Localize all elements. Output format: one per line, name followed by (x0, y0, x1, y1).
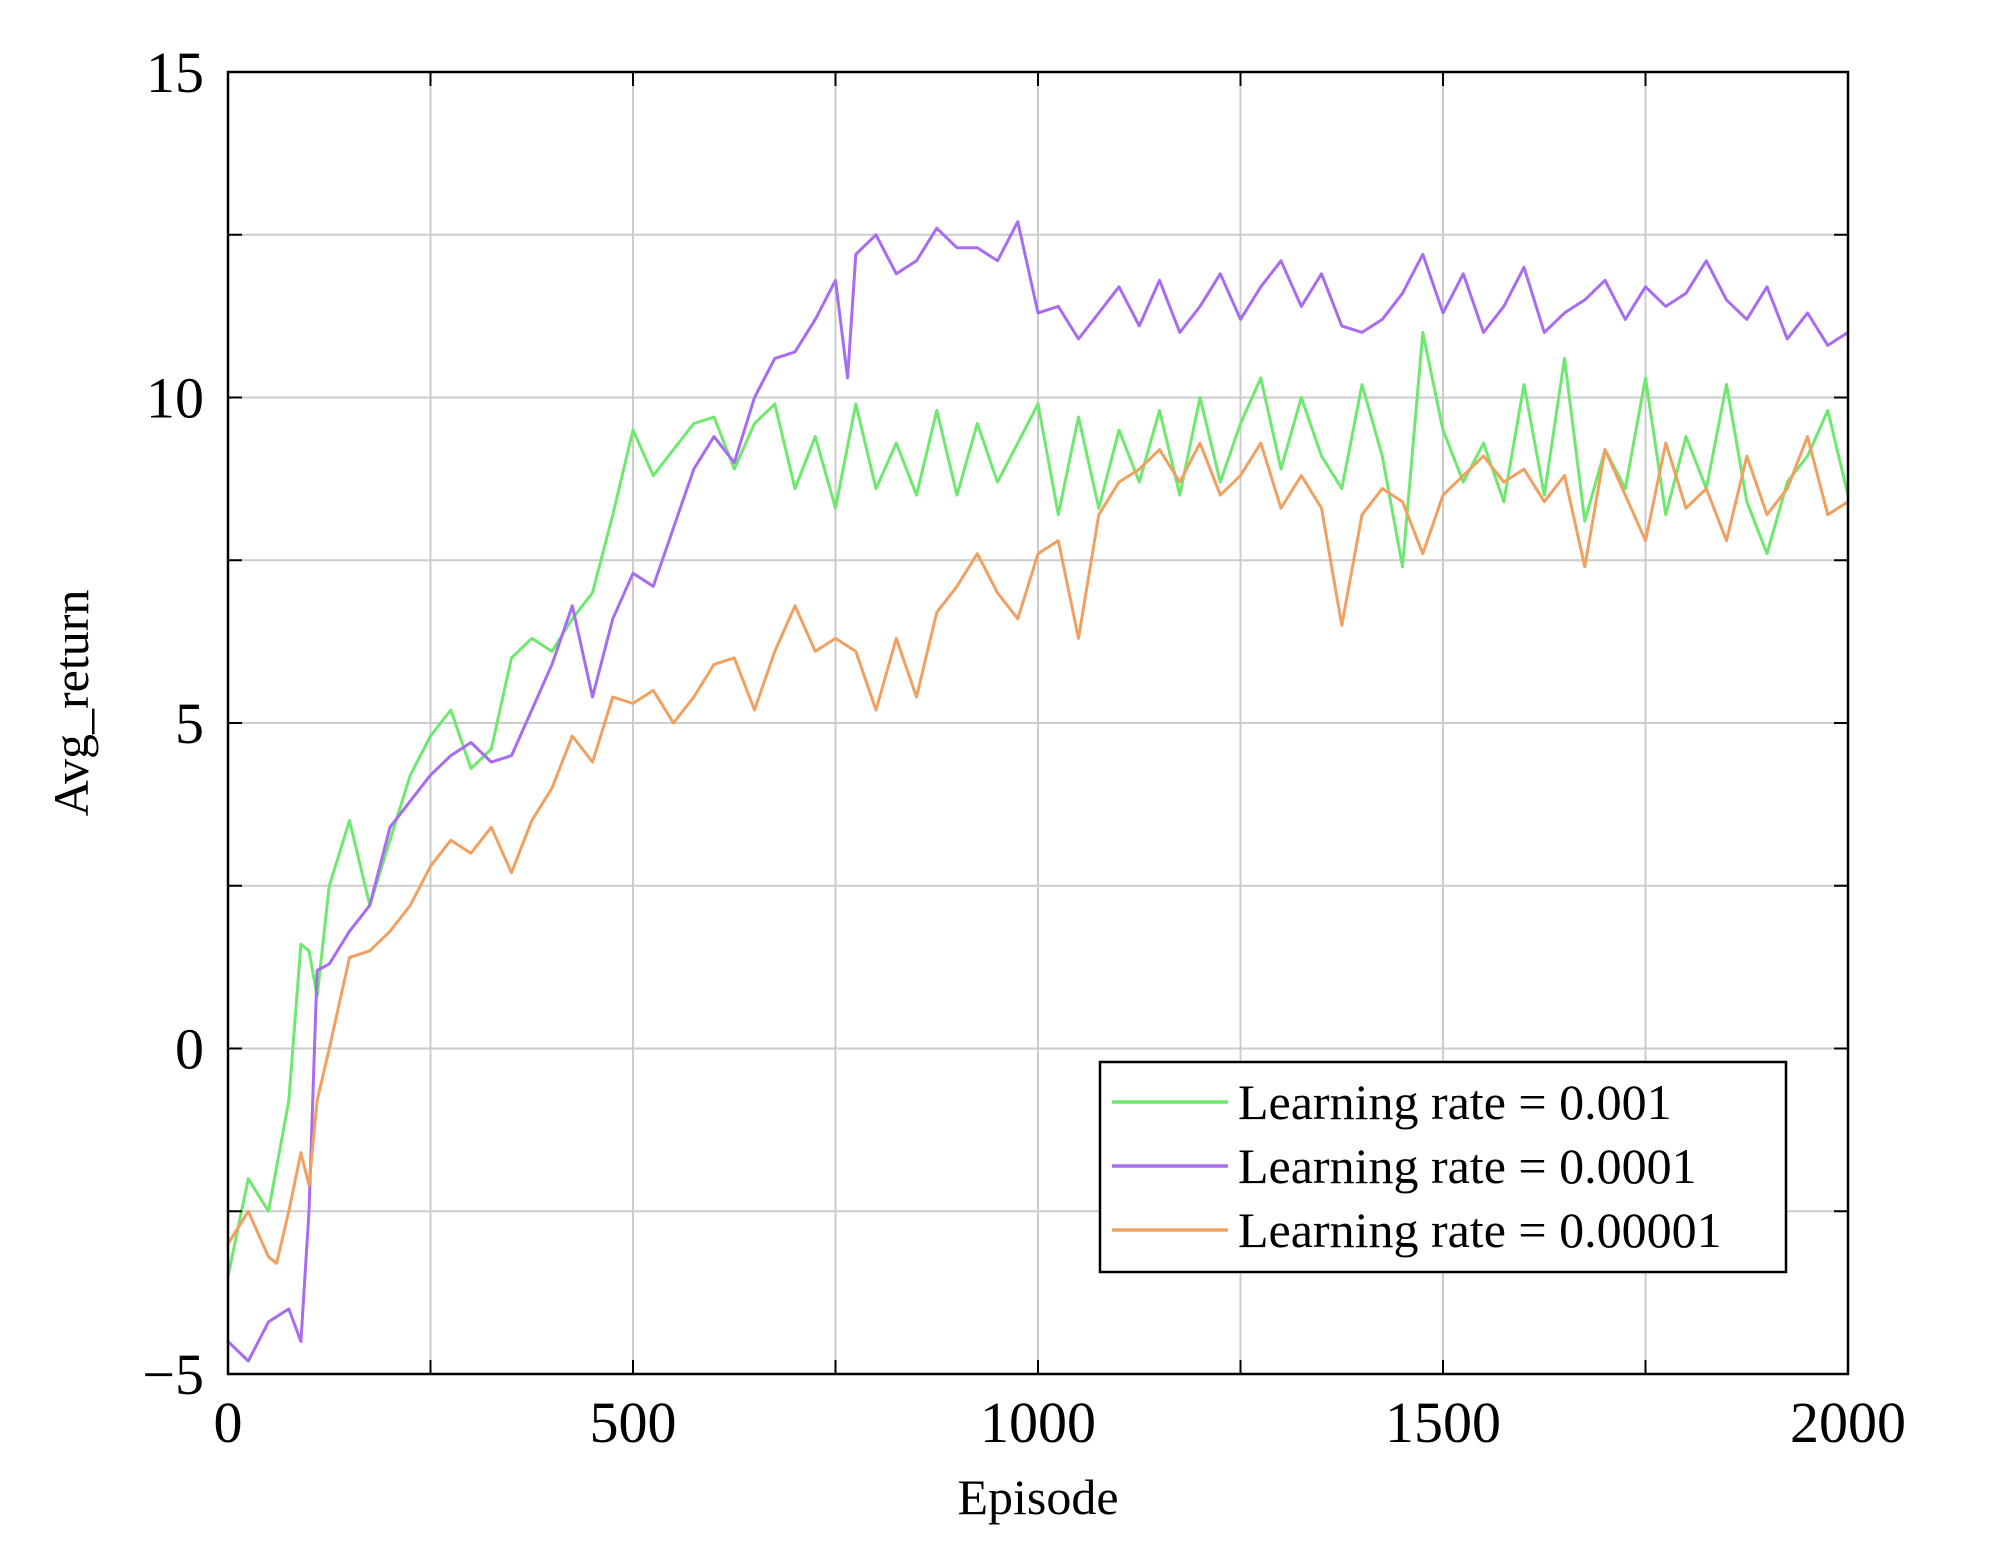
legend-label-2: Learning rate = 0.0001 (1238, 1138, 1697, 1194)
legend-label-3: Learning rate = 0.00001 (1238, 1202, 1722, 1258)
y-tick-label: 5 (175, 691, 204, 756)
legend: Learning rate = 0.001 Learning rate = 0.0… (1098, 1060, 1788, 1274)
legend-items: Learning rate = 0.001 Learning rate = 0.0… (1112, 1074, 1722, 1258)
series-line-1 (226, 330, 1850, 1278)
y-tick-label: 0 (175, 1017, 204, 1082)
y-tick-label: −5 (142, 1342, 204, 1407)
axis-ticks (227, 71, 1849, 1375)
x-tick-label: 2000 (1790, 1390, 1906, 1455)
x-tick-labels: 0 500 1000 1500 2000 (214, 1390, 1907, 1455)
y-tick-labels: −5 0 5 10 15 (142, 40, 204, 1407)
y-axis-title: Avg_return (43, 590, 99, 817)
x-tick-label: 0 (214, 1390, 243, 1455)
x-axis-title: Episode (957, 1469, 1118, 1525)
y-tick-label: 10 (146, 366, 204, 431)
legend-label-1: Learning rate = 0.001 (1238, 1074, 1672, 1130)
y-tick-label: 15 (146, 40, 204, 105)
series-line-3 (226, 435, 1850, 1265)
series-group (226, 220, 1850, 1363)
series-line-2 (226, 220, 1850, 1363)
x-tick-label: 500 (590, 1390, 677, 1455)
x-tick-label: 1500 (1385, 1390, 1501, 1455)
x-tick-label: 1000 (980, 1390, 1096, 1455)
